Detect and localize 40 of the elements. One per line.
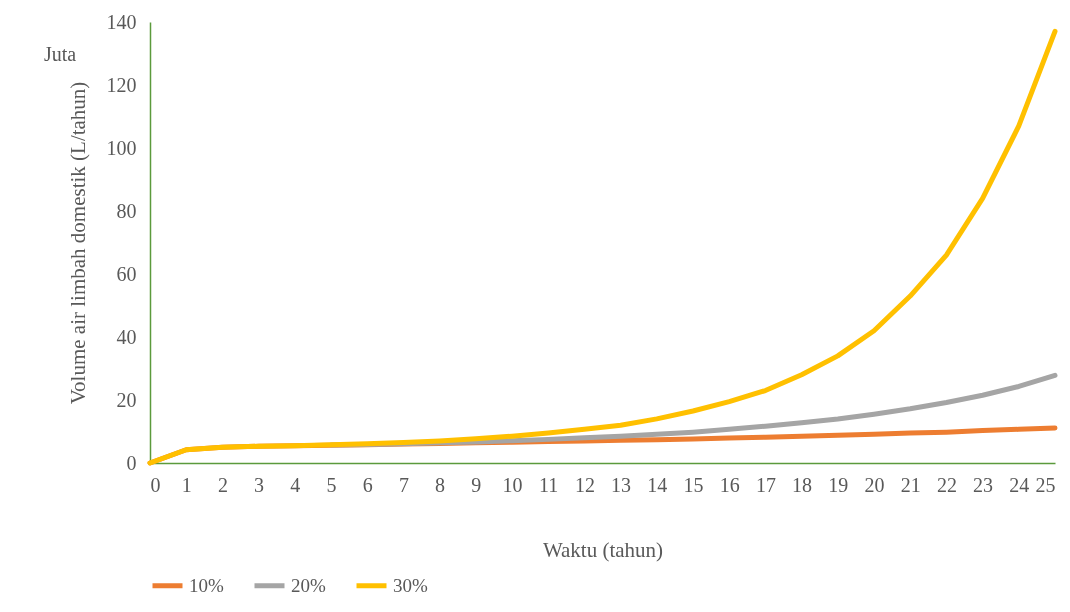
x-tick-label: 2 — [217, 473, 228, 496]
x-tick-label: 22 — [936, 473, 957, 496]
x-tick-label: 4 — [290, 473, 301, 496]
y-tick-label: 140 — [106, 10, 137, 33]
x-tick-label: 0 — [150, 473, 161, 496]
x-tick-label: 11 — [539, 473, 559, 496]
x-tick-label: 8 — [435, 473, 446, 496]
y-tick-label: 120 — [106, 73, 137, 96]
text: Juta — [43, 43, 77, 65]
y-tick-label: 0 — [126, 451, 137, 474]
x-tick-label: 19 — [828, 473, 849, 496]
x-tick-label: 16 — [719, 473, 740, 496]
x-tick-label: 20 — [864, 473, 885, 496]
x-tick-label: 12 — [574, 473, 595, 496]
legend-label: 20% — [291, 574, 326, 596]
y-tick-label: 20 — [116, 388, 137, 411]
x-tick-label: 9 — [471, 473, 482, 496]
y-tick-label: 100 — [106, 136, 137, 159]
y-tick-label: 80 — [116, 199, 137, 222]
x-tick-label: 3 — [254, 473, 265, 496]
x-tick-label: 6 — [362, 473, 373, 496]
x-tick-label: 7 — [398, 473, 409, 496]
x-tick-label: 23 — [973, 473, 994, 496]
legend-label: 30% — [393, 574, 428, 596]
x-tick-label: 18 — [792, 473, 813, 496]
x-tick-label: 17 — [755, 473, 776, 496]
x-tick-label: 1 — [181, 473, 192, 496]
y-axis-title: Volume air limbah domestik (L/tahun) — [65, 81, 90, 405]
x-axis-title: Waktu (tahun) — [542, 537, 664, 562]
y-tick-label: 40 — [116, 325, 137, 348]
x-tick-label: 25 — [1035, 473, 1056, 496]
x-tick-label: 24 — [1009, 473, 1030, 496]
x-tick-label: 21 — [900, 473, 921, 496]
x-tick-label: 10 — [502, 473, 523, 496]
x-tick-label: 13 — [611, 473, 632, 496]
x-tick-label: 5 — [326, 473, 337, 496]
x-tick-label: 15 — [683, 473, 704, 496]
legend-label: 10% — [189, 574, 224, 596]
y-tick-label: 60 — [116, 262, 137, 285]
x-tick-label: 14 — [647, 473, 668, 496]
